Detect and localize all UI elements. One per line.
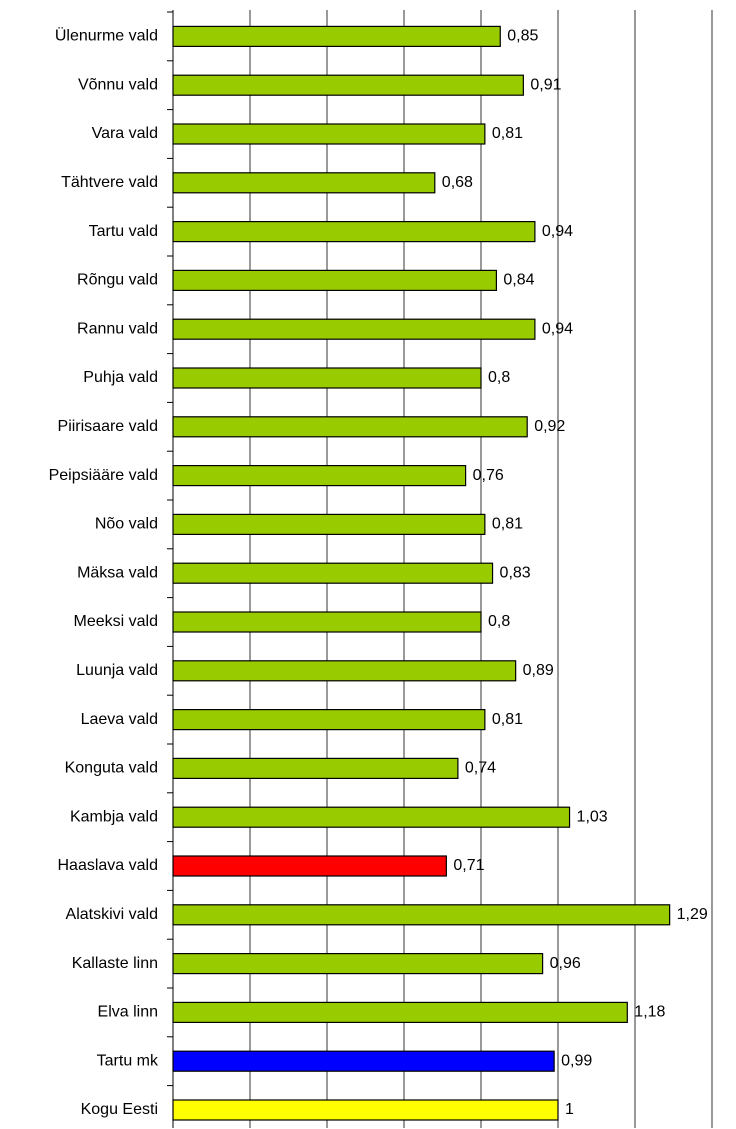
category-label: Võnnu vald	[78, 76, 158, 93]
value-label: 0,8	[488, 613, 510, 630]
category-label: Kogu Eesti	[81, 1101, 158, 1118]
bar	[172, 562, 494, 584]
bar	[172, 806, 571, 828]
bar	[172, 221, 536, 243]
bar	[172, 611, 482, 633]
bar	[172, 660, 517, 682]
bar	[172, 904, 671, 926]
bar	[172, 269, 497, 291]
value-label: 0,89	[523, 662, 554, 679]
value-label: 0,81	[492, 125, 523, 142]
bar	[172, 757, 459, 780]
value-label: 0,94	[542, 320, 573, 337]
category-label: Piirisaare vald	[58, 418, 158, 435]
category-label: Puhja vald	[83, 369, 158, 386]
category-label: Vara vald	[92, 125, 158, 142]
category-label: Rannu vald	[77, 320, 158, 337]
category-label: Mäksa vald	[77, 564, 158, 581]
category-label: Laeva vald	[81, 711, 158, 728]
bar	[172, 172, 436, 194]
category-label: Luunja vald	[76, 662, 158, 679]
value-label: 0,94	[542, 223, 573, 240]
value-label: 0,76	[473, 467, 504, 484]
bar	[172, 318, 536, 340]
value-label: 0,99	[561, 1052, 592, 1069]
bar	[172, 952, 544, 975]
value-label: 0,8	[488, 369, 510, 386]
category-label: Haaslava vald	[58, 857, 159, 874]
value-label: 1	[565, 1101, 574, 1118]
bar	[172, 25, 501, 47]
bar	[172, 74, 524, 96]
category-label: Peipsiääre vald	[49, 467, 158, 484]
bar	[172, 513, 486, 536]
value-label: 1,18	[634, 1004, 665, 1021]
category-label: Alatskivi vald	[66, 906, 158, 923]
value-label: 0,85	[507, 28, 538, 45]
value-label: 0,68	[442, 174, 473, 191]
category-label: Meeksi vald	[74, 613, 158, 630]
category-label: Tähtvere vald	[61, 174, 158, 191]
bar	[172, 367, 482, 389]
value-label: 0,71	[453, 857, 484, 874]
value-label: 1,03	[577, 808, 608, 825]
category-label: Elva linn	[98, 1004, 158, 1021]
value-label: 1,29	[677, 906, 708, 923]
category-label: Rõngu vald	[77, 272, 158, 289]
value-label: 0,96	[550, 955, 581, 972]
value-label: 0,83	[500, 564, 531, 581]
value-label: 0,74	[465, 760, 496, 777]
bar	[172, 1099, 559, 1121]
value-label: 0,81	[492, 711, 523, 728]
value-label: 0,81	[492, 516, 523, 533]
bar	[172, 416, 528, 438]
category-label: Ülenurme vald	[55, 27, 158, 45]
category-label: Kambja vald	[70, 808, 158, 825]
value-label: 0,92	[534, 418, 565, 435]
category-label: Nõo vald	[95, 516, 158, 533]
category-label: Tartu mk	[97, 1052, 159, 1069]
bar	[172, 855, 447, 877]
bar	[172, 1001, 628, 1024]
bar	[172, 465, 467, 487]
category-label: Kallaste linn	[72, 955, 158, 972]
bar	[172, 123, 486, 145]
value-label: 0,84	[503, 272, 534, 289]
bar	[172, 1050, 555, 1072]
value-label: 0,91	[530, 76, 561, 93]
category-label: Tartu vald	[89, 223, 158, 240]
bar	[172, 708, 486, 731]
category-label: Konguta vald	[65, 760, 158, 777]
